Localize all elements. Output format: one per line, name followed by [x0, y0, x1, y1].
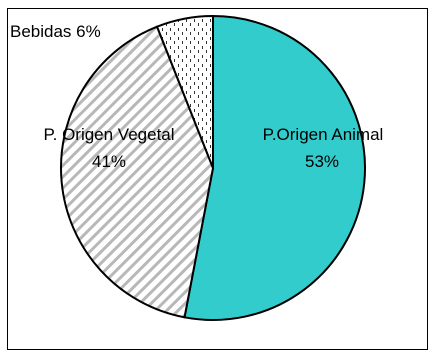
- slice-label-animal-value: 53%: [305, 152, 339, 171]
- pie-slice-vegetal: [60, 25, 215, 319]
- slice-label-bebidas: Bebidas 6%: [10, 22, 101, 41]
- pie-slice-animal: [183, 14, 366, 321]
- slice-label-vegetal-name: P. Origen Vegetal: [43, 125, 174, 144]
- pie-slice-bebidas: [155, 14, 214, 169]
- pie-slices: [60, 14, 366, 321]
- slice-label-vegetal-value: 41%: [92, 152, 126, 171]
- slice-label-animal-name: P.Origen Animal: [263, 125, 384, 144]
- pie-labels: P.Origen Animal 53% P. Origen Vegetal 41…: [10, 22, 383, 171]
